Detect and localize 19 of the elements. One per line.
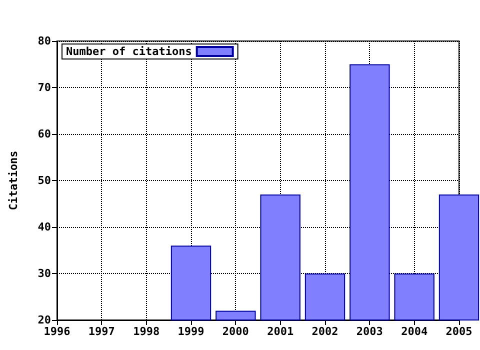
- y-tick-label: 30: [38, 267, 51, 280]
- y-tick-label: 80: [38, 34, 51, 48]
- y-tick-label: 60: [38, 128, 51, 140]
- y-tick-label: 70: [38, 81, 51, 94]
- x-tick-label: 2001: [267, 325, 294, 338]
- y-tick-label: 20: [38, 314, 51, 326]
- x-tick-label: 1999: [178, 325, 204, 338]
- x-tick-label: 1998: [133, 325, 160, 338]
- x-tick-label: 2000: [222, 325, 249, 338]
- x-tick-label: 2004: [401, 325, 428, 338]
- x-tick-label: 1996: [44, 325, 71, 338]
- legend-label: Number of citations: [66, 45, 192, 58]
- x-tick-label: 2002: [312, 325, 338, 338]
- y-axis-title: Citations: [7, 150, 20, 210]
- y-tick-label: 40: [38, 220, 51, 234]
- x-tick-label: 2003: [356, 325, 383, 338]
- y-tick-label: 50: [38, 174, 51, 187]
- x-tick-label: 1997: [88, 325, 115, 338]
- x-tick-label: 2005: [446, 325, 472, 338]
